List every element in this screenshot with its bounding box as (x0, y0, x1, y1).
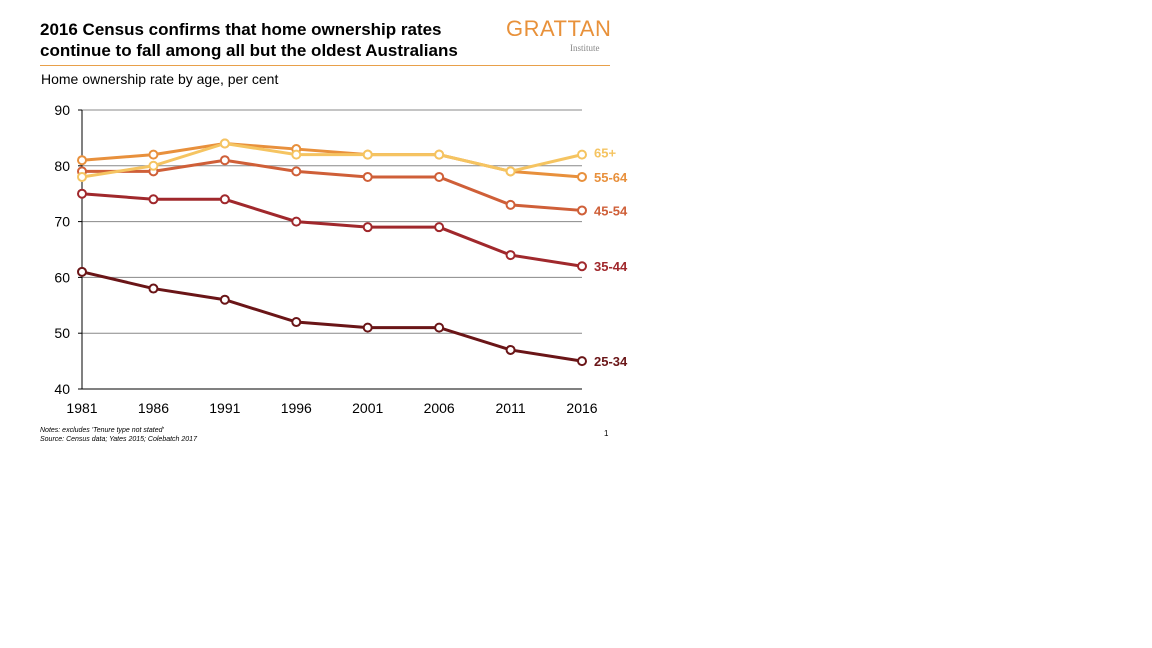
x-tick-label: 1981 (66, 400, 97, 416)
data-point (362, 222, 373, 233)
data-point (219, 155, 230, 166)
data-point (148, 160, 159, 171)
data-point (77, 188, 87, 199)
data-point (77, 171, 87, 182)
grattan-logo: GRATTAN (506, 16, 612, 41)
data-point (291, 317, 302, 328)
notes-text: Notes: excludes 'Tenure type not stated' (40, 427, 164, 434)
page-title: 2016 Census confirms that home ownership… (40, 20, 458, 60)
data-point (577, 261, 587, 272)
series-line-65+ (81, 141, 583, 179)
y-tick-label: 90 (54, 102, 70, 118)
data-point (148, 194, 159, 205)
data-point (505, 344, 516, 355)
data-point (434, 222, 445, 233)
y-tick-label: 40 (54, 381, 70, 397)
data-point (219, 294, 230, 305)
data-point (362, 171, 373, 182)
series-line-25-34 (81, 270, 583, 363)
data-point (291, 149, 302, 160)
series-label: 55-64 (594, 170, 628, 185)
data-point (77, 155, 87, 166)
data-point (577, 171, 587, 182)
data-point (291, 166, 302, 177)
data-point (291, 216, 302, 227)
grattan-logo-sub: Institute (570, 43, 600, 53)
data-point (219, 194, 230, 205)
series-label: 35-44 (594, 259, 628, 274)
data-point (362, 149, 373, 160)
data-point (434, 149, 445, 160)
page-number: 1 (604, 429, 609, 438)
data-point (434, 171, 445, 182)
x-tick-label: 1986 (138, 400, 169, 416)
data-point (577, 205, 587, 216)
y-tick-label: 70 (54, 214, 70, 230)
data-point (77, 266, 87, 277)
notes: Notes: excludes 'Tenure type not stated'… (40, 426, 197, 444)
x-tick-label: 1996 (281, 400, 312, 416)
data-point (505, 199, 516, 210)
y-tick-label: 80 (54, 158, 70, 174)
data-point (505, 166, 516, 177)
data-point (219, 138, 230, 149)
x-tick-label: 2016 (566, 400, 597, 416)
x-tick-label: 2001 (352, 400, 383, 416)
series-label: 65+ (594, 146, 616, 161)
x-tick-label: 1991 (209, 400, 240, 416)
series-line-45-54 (82, 158, 583, 212)
title-rule (40, 65, 610, 66)
data-point (148, 149, 159, 160)
source-text: Source: Census data; Yates 2015; Colebat… (40, 436, 197, 443)
y-tick-label: 50 (54, 325, 70, 341)
data-point (362, 322, 373, 333)
series-label: 45-54 (594, 203, 628, 218)
series-label: 25-34 (594, 354, 628, 369)
y-tick-label: 60 (54, 269, 70, 285)
chart-title: Home ownership rate by age, per cent (41, 71, 279, 87)
data-point (577, 149, 587, 160)
series-line-35-44 (81, 192, 583, 268)
data-point (577, 356, 587, 367)
data-point (434, 322, 445, 333)
data-point (505, 250, 516, 261)
data-point (148, 283, 159, 294)
x-tick-label: 2006 (424, 400, 455, 416)
x-tick-label: 2011 (496, 400, 526, 416)
